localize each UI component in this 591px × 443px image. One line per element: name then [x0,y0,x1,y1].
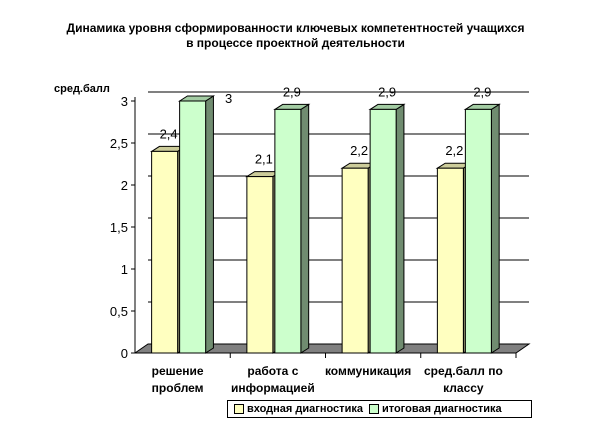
y-tick-label: 1 [121,262,128,277]
data-label: 2,4 [160,126,178,141]
bar-side [490,103,500,354]
legend-item-final: итоговая диагностика [368,403,502,415]
y-tick-label: 0 [121,346,128,361]
data-label: 2,1 [255,152,273,167]
chart-title-line: Динамика уровня сформированности ключевы… [66,21,525,35]
bar [151,150,179,354]
bar [341,167,369,354]
bar [274,108,302,354]
data-label: 3 [225,91,232,106]
y-tick-label: 2,5 [110,136,128,151]
chart-title: Динамика уровня сформированности ключевы… [0,21,591,51]
bar-side [205,95,214,354]
x-tick-label: сред.балл по [424,364,503,378]
data-label: 2,2 [350,143,368,158]
bar [436,167,464,354]
bar-side [395,103,405,354]
data-label: 2,2 [445,143,463,158]
x-tick-label: проблем [152,381,204,395]
x-tick-label: классу [443,381,484,395]
y-tick-label: 0,5 [110,304,128,319]
chart-legend: входная диагностика итоговая диагностика [227,400,532,418]
y-tick-label: 1,5 [110,220,128,235]
legend-label-input: входная диагностика [247,403,363,415]
legend-swatch-input [234,404,244,414]
x-tick-label: работа с [247,364,298,378]
bar [179,100,207,354]
data-label: 2,9 [378,84,396,99]
legend-label-final: итоговая диагностика [381,403,502,415]
bar-side [300,103,310,354]
y-axis-label: сред.балл [54,83,110,95]
bar [464,108,492,354]
bar [369,108,397,354]
chart-subtitle-line: в процессе проектной деятельности [186,36,405,50]
data-label: 2,9 [473,84,491,99]
bar [246,176,274,354]
x-tick-label: информацией [231,381,315,395]
x-tick-label: решение [152,364,204,378]
y-tick-label: 2 [121,178,128,193]
y-tick-label: 3 [121,94,128,109]
legend-swatch-final [368,404,379,414]
data-label: 2,9 [283,84,301,99]
x-tick-label: коммуникация [325,364,411,378]
legend-item-input: входная диагностика [234,403,363,415]
